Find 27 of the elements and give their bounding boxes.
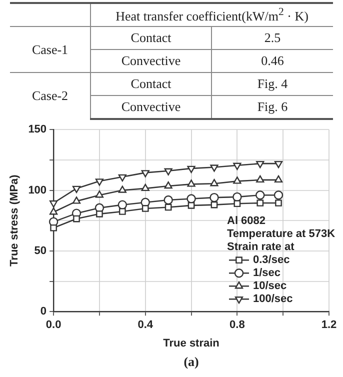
text: 0.46 <box>212 50 333 72</box>
y-tick-label: 150 <box>28 124 47 136</box>
text: (a) <box>184 354 199 369</box>
caption: Fig. 4 <box>212 72 333 96</box>
x-tick-label: 0.0 <box>46 319 62 332</box>
y-tick-label: 50 <box>34 244 47 257</box>
y-tick-label: 0 <box>40 306 47 318</box>
text: Contact <box>90 72 212 96</box>
legend-label: 1/sec <box>253 267 281 280</box>
text: Case-2 <box>10 72 90 119</box>
text: 2.5 <box>212 26 333 50</box>
text: Convective <box>90 96 212 119</box>
text: Contact <box>90 26 212 50</box>
x-tick-label: 1.2 <box>321 319 337 332</box>
y-axis-title: True stress (MPa) <box>8 174 21 266</box>
text: Case-1 <box>10 26 90 72</box>
y-tick-label: 100 <box>28 184 47 196</box>
text: Convective <box>90 50 212 72</box>
legend-label: 0.3/sec <box>253 254 290 266</box>
x-tick-label: 0.4 <box>138 319 154 332</box>
x-axis-title: True strain <box>163 337 220 350</box>
x-tick-label: 0.8 <box>230 319 245 332</box>
text: Heat transfer coefficient(kW/m$^{2}$ · K) <box>90 3 333 26</box>
legend-label: 10/sec <box>253 280 287 292</box>
legend-label: 100/sec <box>253 293 293 306</box>
legend-title: Al 6082 Temperature at 573K Strain rate at <box>227 215 336 254</box>
caption: Fig. 6 <box>212 96 333 119</box>
